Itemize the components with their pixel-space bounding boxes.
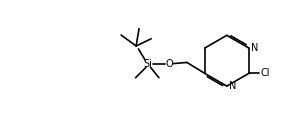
Text: N: N: [251, 43, 258, 53]
Text: N: N: [229, 81, 236, 91]
Text: Cl: Cl: [261, 68, 270, 78]
Text: Si: Si: [144, 59, 153, 69]
Text: O: O: [165, 59, 173, 69]
